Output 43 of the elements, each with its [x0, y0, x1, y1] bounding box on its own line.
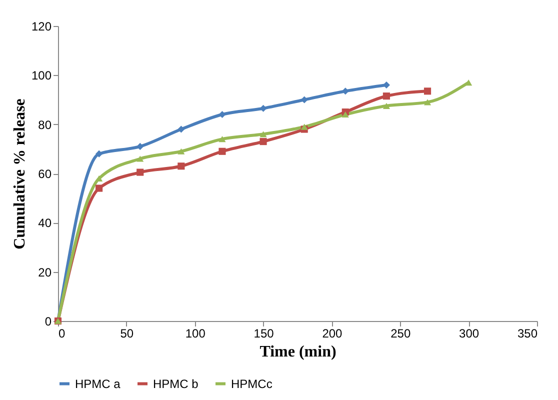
point — [382, 92, 390, 100]
y-tick-label: 20 — [38, 265, 52, 280]
legend-label: HPMC a — [75, 376, 121, 391]
y-tick-label: 80 — [38, 118, 52, 132]
point — [96, 150, 103, 158]
point — [178, 162, 185, 170]
point — [300, 96, 308, 104]
point — [218, 148, 226, 155]
legend-label: HPMC b — [153, 376, 199, 391]
point — [218, 136, 226, 142]
point — [178, 126, 185, 133]
point — [300, 124, 308, 130]
point — [465, 79, 472, 86]
legend-label: HPMCc — [231, 376, 272, 391]
point — [218, 110, 226, 118]
point — [260, 138, 267, 146]
x-tick-label: 0 — [58, 326, 66, 340]
x-tick-label: 350 — [517, 326, 538, 340]
y-tick-label: 100 — [31, 68, 52, 83]
y-tick-label: 60 — [38, 167, 52, 181]
point — [136, 168, 144, 176]
y-tick-label: 120 — [31, 20, 52, 34]
point — [136, 142, 144, 150]
y-axis-title: Cumulative % release — [11, 98, 28, 250]
y-tick-label: 40 — [38, 216, 52, 230]
point — [424, 99, 432, 106]
point — [260, 131, 267, 138]
y-tick-label: 0 — [44, 314, 52, 328]
x-tick-label: 250 — [390, 326, 411, 340]
x-tick-label: 150 — [254, 326, 274, 340]
point — [178, 148, 185, 154]
x-tick-label: 50 — [120, 326, 134, 340]
x-tick-label: 200 — [322, 326, 343, 340]
point — [342, 88, 349, 95]
x-tick-label: 300 — [459, 326, 480, 340]
x-tick-label: 100 — [185, 326, 206, 340]
point — [260, 104, 267, 112]
point — [342, 111, 349, 118]
point — [382, 102, 390, 109]
point — [136, 156, 144, 162]
point — [96, 184, 103, 192]
point — [424, 88, 432, 95]
x-axis-title: Time (min) — [260, 344, 336, 360]
